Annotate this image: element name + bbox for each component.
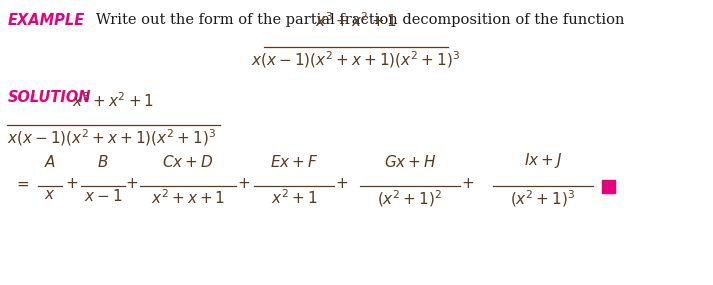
Text: EXAMPLE: EXAMPLE (8, 13, 86, 28)
Text: SOLUTION: SOLUTION (8, 90, 91, 105)
Text: $x(x-1)(x^2+x+1)(x^2+1)^3$: $x(x-1)(x^2+x+1)(x^2+1)^3$ (252, 49, 461, 70)
Text: $Cx+D$: $Cx+D$ (163, 154, 214, 170)
Text: $=$: $=$ (14, 177, 30, 191)
Text: $B$: $B$ (97, 154, 109, 170)
Text: $A$: $A$ (44, 154, 56, 170)
Text: $Ex+F$: $Ex+F$ (270, 154, 318, 170)
Text: $+$: $+$ (237, 177, 250, 191)
Text: $+$: $+$ (125, 177, 138, 191)
Text: $Ix+J$: $Ix+J$ (524, 151, 562, 170)
Text: $x^3 + x^2 + 1$: $x^3 + x^2 + 1$ (315, 11, 397, 30)
Text: $x(x-1)(x^2+x+1)(x^2+1)^3$: $x(x-1)(x^2+x+1)(x^2+1)^3$ (7, 127, 216, 148)
Text: $(x^2+1)^2$: $(x^2+1)^2$ (377, 188, 443, 209)
Text: $Gx+H$: $Gx+H$ (384, 154, 436, 170)
Text: $(x^2+1)^3$: $(x^2+1)^3$ (511, 188, 575, 209)
Text: $x^3 + x^2 + 1$: $x^3 + x^2 + 1$ (72, 91, 154, 110)
FancyBboxPatch shape (602, 180, 615, 193)
Text: $+$: $+$ (335, 177, 349, 191)
Text: $+$: $+$ (66, 177, 78, 191)
Text: $+$: $+$ (461, 177, 475, 191)
Text: $x-1$: $x-1$ (84, 188, 122, 204)
Text: $x^2+x+1$: $x^2+x+1$ (151, 188, 225, 207)
Text: Write out the form of the partial fraction decomposition of the function: Write out the form of the partial fracti… (82, 13, 625, 27)
Text: $x$: $x$ (44, 188, 56, 202)
Text: $x^2+1$: $x^2+1$ (271, 188, 317, 207)
